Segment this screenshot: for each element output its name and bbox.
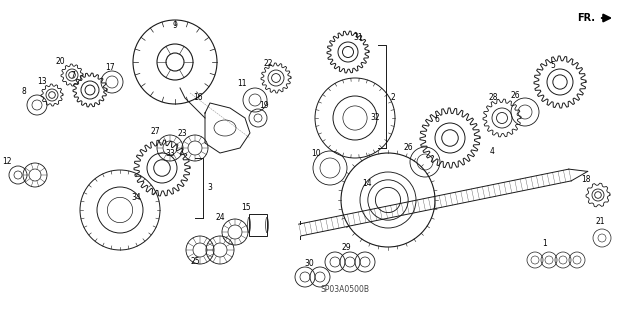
Text: 15: 15 [241, 204, 251, 212]
Text: 4: 4 [490, 147, 495, 157]
Text: 33: 33 [165, 149, 175, 158]
Text: 17: 17 [105, 63, 115, 71]
Text: 3: 3 [207, 183, 212, 192]
Text: 7: 7 [70, 70, 76, 79]
Text: 11: 11 [237, 78, 247, 87]
Text: 26: 26 [510, 91, 520, 100]
Text: 32: 32 [370, 114, 380, 122]
Text: 21: 21 [595, 218, 605, 226]
Text: 22: 22 [263, 58, 273, 68]
Text: 24: 24 [215, 212, 225, 221]
Text: 18: 18 [581, 175, 591, 184]
Text: 19: 19 [259, 100, 269, 109]
Text: 28: 28 [488, 93, 498, 101]
Text: 20: 20 [55, 57, 65, 66]
Text: 27: 27 [150, 128, 160, 137]
Text: 13: 13 [37, 78, 47, 86]
Text: 29: 29 [341, 242, 351, 251]
Text: 30: 30 [304, 258, 314, 268]
Text: 16: 16 [193, 93, 203, 102]
Text: 14: 14 [362, 179, 372, 188]
Bar [249, 214, 267, 236]
Text: 1: 1 [543, 240, 547, 249]
Text: 10: 10 [311, 149, 321, 158]
Text: 26: 26 [403, 144, 413, 152]
Text: 31: 31 [353, 33, 363, 41]
Text: 34: 34 [131, 194, 141, 203]
Text: 12: 12 [3, 158, 12, 167]
Text: 25: 25 [190, 257, 200, 266]
Text: 8: 8 [22, 87, 26, 97]
Text: 5: 5 [550, 61, 556, 70]
Text: 6: 6 [435, 115, 440, 124]
Text: 2: 2 [390, 93, 396, 102]
Text: FR.: FR. [577, 13, 595, 23]
Text: 9: 9 [173, 20, 177, 29]
Text: SP03A0500B: SP03A0500B [321, 286, 369, 294]
Text: 23: 23 [177, 129, 187, 137]
